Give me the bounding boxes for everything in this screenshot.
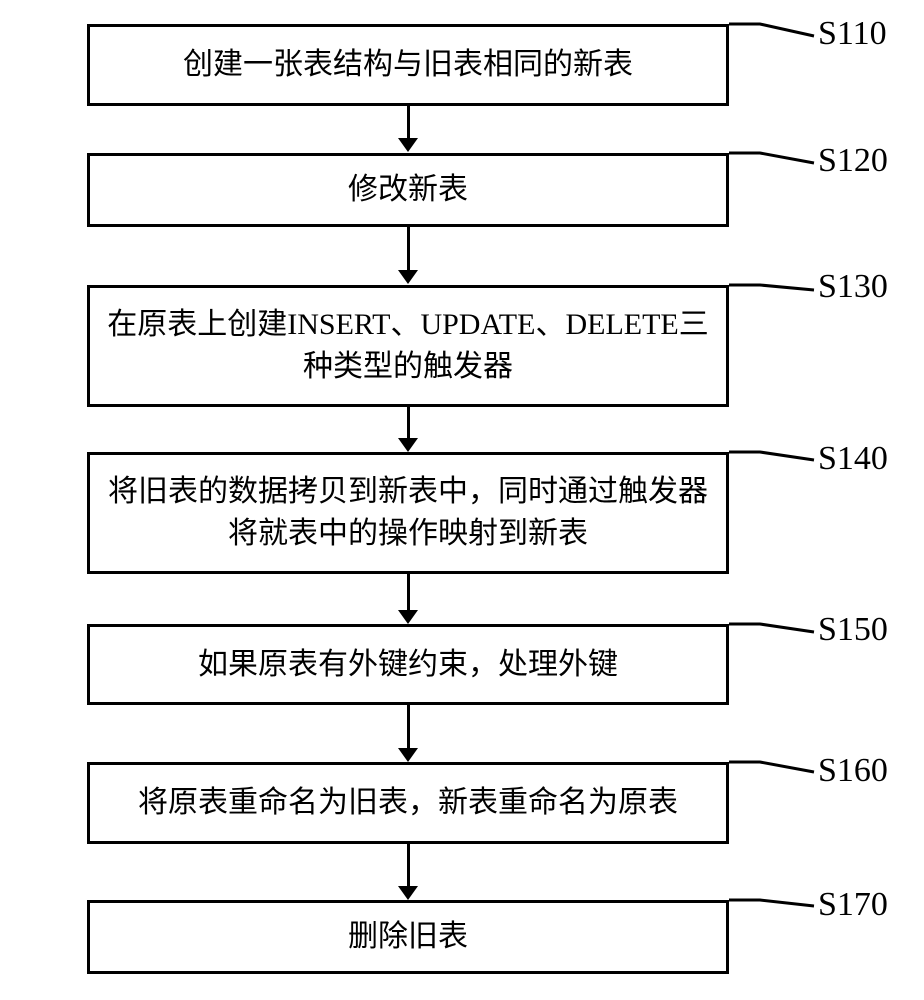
step-text: 在原表上创建INSERT、UPDATE、DELETE三种类型的触发器 — [104, 304, 712, 388]
step-box-s130: 在原表上创建INSERT、UPDATE、DELETE三种类型的触发器 — [87, 285, 729, 407]
arrow-3-4 — [407, 407, 410, 440]
step-box-s120: 修改新表 — [87, 153, 729, 227]
step-box-s110: 创建一张表结构与旧表相同的新表 — [87, 24, 729, 106]
step-label-s170: S170 — [818, 886, 888, 924]
flowchart-container: 创建一张表结构与旧表相同的新表 修改新表 在原表上创建INSERT、UPDATE… — [0, 0, 924, 1000]
step-label-s140: S140 — [818, 440, 888, 478]
step-label-s120: S120 — [818, 142, 888, 180]
step-label-s150: S150 — [818, 611, 888, 649]
step-box-s160: 将原表重命名为旧表，新表重命名为原表 — [87, 762, 729, 844]
step-text: 删除旧表 — [348, 916, 468, 958]
step-label-s160: S160 — [818, 752, 888, 790]
step-label-s110: S110 — [818, 15, 887, 53]
step-text: 创建一张表结构与旧表相同的新表 — [183, 44, 633, 86]
step-box-s170: 删除旧表 — [87, 900, 729, 974]
step-box-s140: 将旧表的数据拷贝到新表中，同时通过触发器将就表中的操作映射到新表 — [87, 452, 729, 574]
step-text: 将旧表的数据拷贝到新表中，同时通过触发器将就表中的操作映射到新表 — [104, 471, 712, 555]
arrow-4-5 — [407, 574, 410, 612]
arrow-5-6 — [407, 705, 410, 750]
arrow-1-2 — [407, 106, 410, 140]
arrow-2-3 — [407, 227, 410, 272]
step-text: 将原表重命名为旧表，新表重命名为原表 — [138, 782, 678, 824]
step-text: 修改新表 — [348, 169, 468, 211]
step-label-s130: S130 — [818, 268, 888, 306]
arrow-6-7 — [407, 844, 410, 888]
step-text: 如果原表有外键约束，处理外键 — [198, 644, 618, 686]
step-box-s150: 如果原表有外键约束，处理外键 — [87, 624, 729, 705]
